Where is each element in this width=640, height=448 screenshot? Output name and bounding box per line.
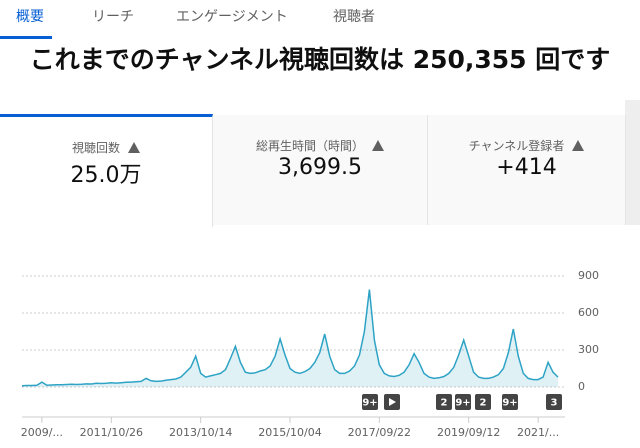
event-marker[interactable]: 2 [436,394,452,410]
marker-label: 9+ [455,398,470,409]
x-tick-label: 2013/10/14 [169,426,232,439]
x-tick-label: 2019/09/12 [437,426,500,439]
x-tick-label: 2011/10/26 [80,426,143,439]
x-tick-label: 2009/... [21,426,63,439]
event-marker[interactable]: 9+ [455,394,471,410]
metric-label-text: チャンネル登録者 [468,139,565,153]
event-marker[interactable]: 3 [546,394,562,410]
marker-label: 9+ [362,398,377,409]
marker-box [455,394,471,410]
play-marker[interactable] [384,394,400,410]
x-tick-label: 2017/09/22 [348,426,411,439]
metric-value: +414 [496,155,557,180]
metric-label: チャンネル登録者 [428,137,625,154]
metric-label: 視聴回数 [0,139,212,156]
y-tick-label: 0 [578,380,585,393]
metric-label-text: 総再生時間（時間） [255,139,364,153]
metric-card[interactable]: チャンネル登録者 +414 [428,115,626,225]
warning-icon [128,142,140,153]
marker-label: 3 [551,398,558,409]
scroll-gutter [625,100,640,225]
line [21,289,559,387]
metric-value: 3,699.5 [278,155,362,180]
tab[interactable]: 視聴者 [333,9,375,25]
marker-box [502,394,518,410]
metric-card[interactable]: 総再生時間（時間） 3,699.5 [213,115,428,225]
marker-box [475,394,491,410]
event-marker[interactable]: 9+ [362,394,378,410]
marker-label: 9+ [502,398,517,409]
tab[interactable]: 概要 [16,9,44,25]
event-marker[interactable]: 2 [475,394,491,410]
metric-label: 総再生時間（時間） [213,137,427,154]
tab[interactable]: リーチ [92,9,134,25]
marker-label: 2 [480,398,487,409]
marker-box [546,394,562,410]
metric-label-text: 視聴回数 [71,141,120,155]
y-tick-label: 300 [578,343,599,356]
y-tick-label: 900 [578,269,599,282]
tab-indicator [0,36,52,39]
y-tick-label: 600 [578,306,599,319]
chart: 0 300 600 900 2009/... 2011/10/26 2013/10/14 20… [21,269,599,439]
x-tick-label: 2015/10/04 [258,426,321,439]
marker-label: 2 [441,398,448,409]
marker-box [436,394,452,410]
headline: これまでのチャンネル視聴回数は 250,355 回です [29,45,611,74]
metric-value: 25.0万 [70,163,142,188]
metric-card[interactable]: 視聴回数 25.0万 [0,114,213,227]
warning-icon [572,140,585,151]
area [22,289,558,387]
marker-box [362,394,378,410]
warning-icon [372,140,384,151]
x-tick-label: 2021/... [517,426,559,439]
tab[interactable]: エンゲージメント [176,9,288,25]
event-marker[interactable]: 9+ [502,394,518,410]
